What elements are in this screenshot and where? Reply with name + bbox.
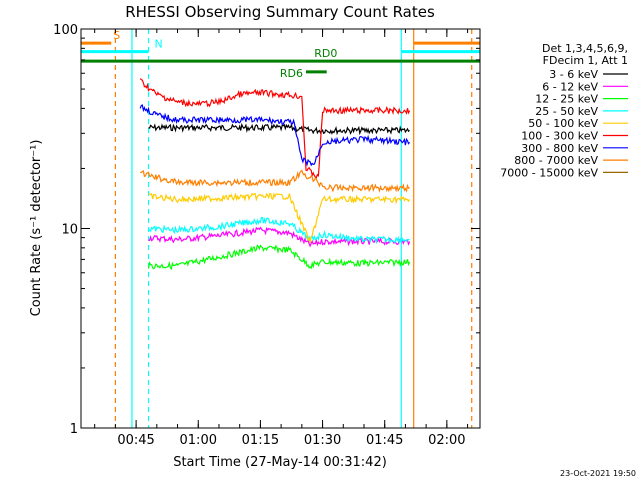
legend-header-line-2: FDecim 1, Att 1 bbox=[543, 54, 628, 67]
legend-label: 50 - 100 keV bbox=[528, 117, 598, 130]
y-axis-label: Count Rate (s⁻¹ detector⁻¹) bbox=[29, 140, 44, 317]
x-axis-label: Start Time (27-May-14 00:31:42) bbox=[173, 455, 387, 470]
annotation-label: N bbox=[155, 38, 163, 51]
series-line bbox=[148, 216, 410, 245]
legend-label: 25 - 50 keV bbox=[535, 105, 598, 118]
legend-label: 12 - 25 keV bbox=[535, 93, 598, 106]
series-line bbox=[140, 169, 410, 193]
data-layer: S N RD0 RD6 bbox=[81, 29, 480, 428]
y-tick-label: 1 bbox=[70, 422, 78, 437]
series-line bbox=[139, 104, 411, 167]
x-tick-label: 02:00 bbox=[428, 433, 465, 448]
axis-layer: 00:45 01:00 01:15 01:30 01:45 02:00 1 10 100 bbox=[53, 23, 480, 448]
series-line bbox=[148, 122, 410, 136]
legend-label: 3 - 6 keV bbox=[549, 68, 598, 81]
legend-label: 800 - 7000 keV bbox=[514, 154, 598, 167]
chart-title: RHESSI Observing Summary Count Rates bbox=[125, 3, 435, 21]
x-tick-label: 01:30 bbox=[304, 433, 341, 448]
series-line bbox=[147, 244, 411, 271]
series-line bbox=[139, 78, 411, 179]
annotation-label: S bbox=[113, 29, 120, 42]
x-tick-label: 01:45 bbox=[366, 433, 403, 448]
x-tick-label: 00:45 bbox=[117, 433, 154, 448]
x-tick-label: 01:15 bbox=[242, 433, 279, 448]
legend-label: 300 - 800 keV bbox=[521, 142, 598, 155]
legend-label: 6 - 12 keV bbox=[542, 80, 598, 93]
legend: Det 1,3,4,5,6,9, FDecim 1, Att 1 3 - 6 k… bbox=[500, 42, 628, 179]
annotation-label: RD0 bbox=[314, 47, 337, 60]
y-tick-label: 100 bbox=[53, 23, 78, 38]
series-line bbox=[148, 192, 411, 244]
footer-date: 23-Oct-2021 19:50 bbox=[560, 469, 636, 478]
annotation-label: RD6 bbox=[280, 67, 303, 80]
legend-label: 7000 - 15000 keV bbox=[500, 166, 598, 179]
y-tick-label: 10 bbox=[61, 223, 78, 238]
legend-label: 100 - 300 keV bbox=[521, 130, 598, 143]
legend-header-line-1: Det 1,3,4,5,6,9, bbox=[542, 42, 628, 55]
x-tick-label: 01:00 bbox=[180, 433, 217, 448]
